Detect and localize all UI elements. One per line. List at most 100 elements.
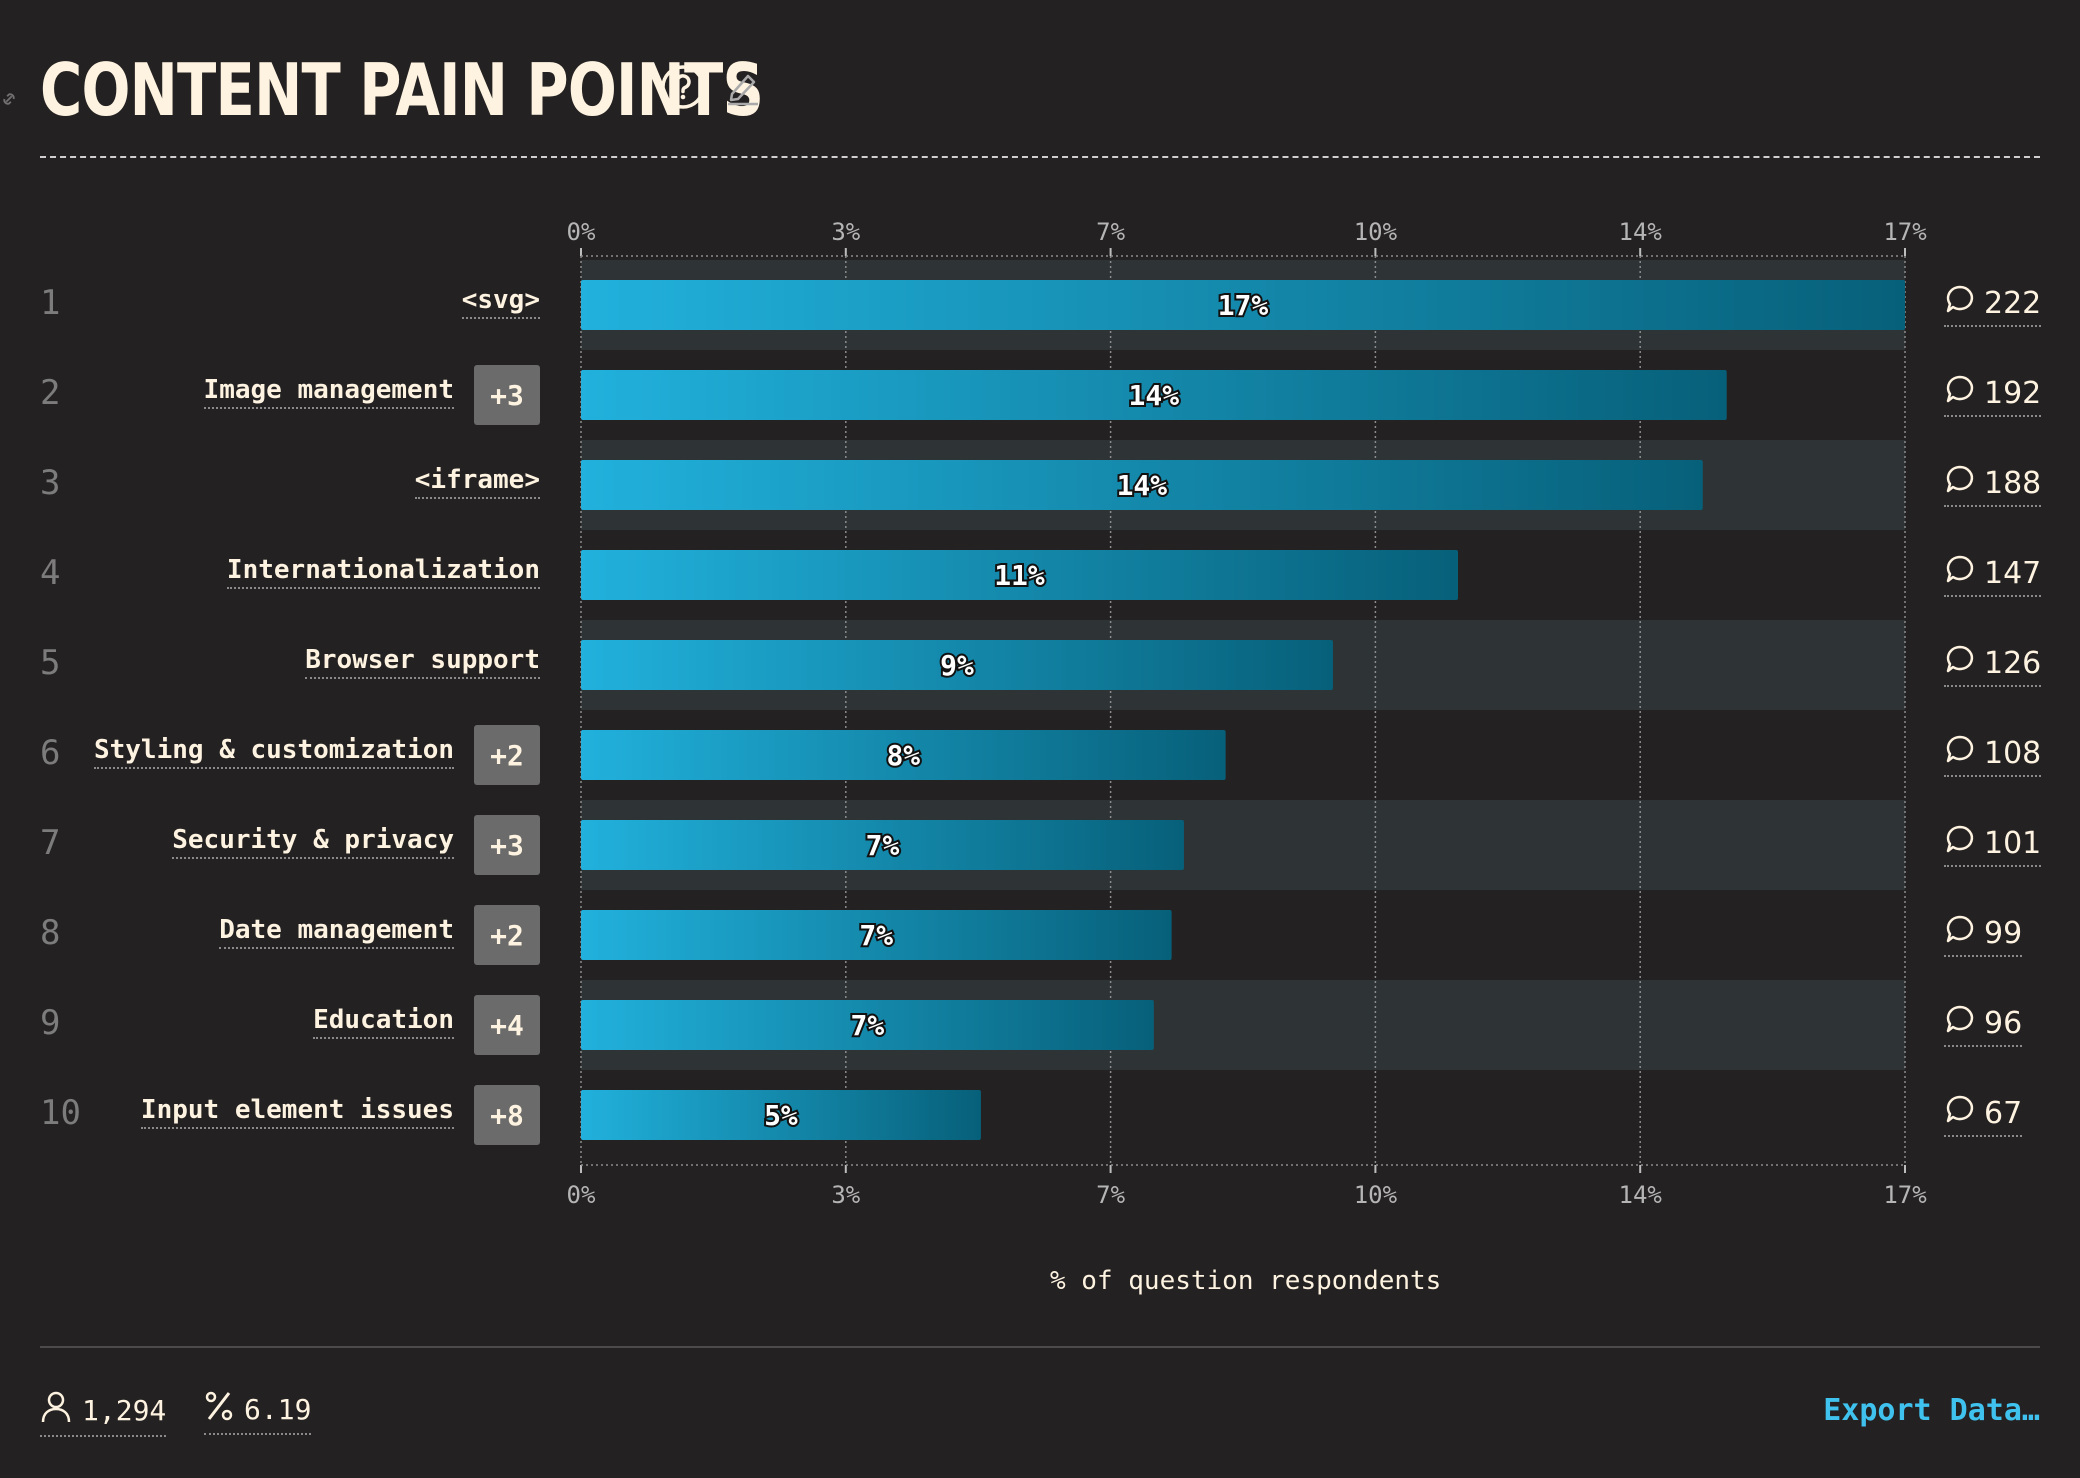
category-label[interactable]: Styling & customization [93, 735, 454, 769]
category-label[interactable]: Internationalization [226, 555, 540, 589]
category-label[interactable]: <svg> [461, 285, 540, 319]
rank-number: 1 [40, 283, 61, 323]
bar [581, 280, 1905, 330]
bar-value-label: 14% [1117, 469, 1168, 502]
rank-number: 6 [40, 733, 61, 773]
response-count-value: 192 [1984, 375, 2042, 411]
response-count[interactable]: 126 [1944, 643, 2042, 687]
response-count-value: 99 [1984, 915, 2023, 951]
response-count[interactable]: 96 [1944, 1003, 2023, 1047]
category-label[interactable]: Input element issues [140, 1095, 454, 1129]
comment-icon [1944, 643, 1976, 683]
bar-value-label: 9% [940, 649, 974, 682]
link-icon[interactable] [0, 88, 20, 114]
x-tick-label-top: 10% [1354, 218, 1398, 246]
respondents-stat[interactable]: 1,294 [40, 1390, 167, 1437]
bar [581, 820, 1184, 870]
rank-number: 5 [40, 643, 61, 683]
x-tick-label-bottom: 17% [1883, 1181, 1927, 1209]
response-count[interactable]: 108 [1944, 733, 2042, 777]
user-icon [40, 1390, 72, 1431]
edit-icon[interactable] [726, 68, 760, 106]
response-count-value: 67 [1984, 1095, 2023, 1131]
response-count[interactable]: 222 [1944, 283, 2042, 327]
category-label[interactable]: Browser support [305, 645, 540, 679]
more-items-badge[interactable]: +3 [474, 815, 540, 875]
comment-icon [1944, 1003, 1976, 1043]
response-count-value: 188 [1984, 465, 2042, 501]
category-label[interactable]: Date management [219, 915, 454, 949]
percent-icon [204, 1390, 234, 1429]
header-actions [660, 64, 760, 110]
bar [581, 460, 1703, 510]
more-items-badge[interactable]: +3 [474, 365, 540, 425]
bar-value-label: 7% [859, 919, 893, 952]
comment-icon [1944, 373, 1976, 413]
x-tick-label-top: 0% [567, 218, 596, 246]
rank-number: 8 [40, 913, 61, 953]
x-tick-label-bottom: 10% [1354, 1181, 1398, 1209]
bar-value-label: 11% [994, 559, 1045, 592]
response-count-value: 101 [1984, 825, 2042, 861]
export-data-button[interactable]: Export Data… [1823, 1393, 2040, 1428]
rank-number: 3 [40, 463, 61, 503]
comment-icon [1944, 463, 1976, 503]
x-tick-label-top: 14% [1619, 218, 1663, 246]
comment-icon [1944, 553, 1976, 593]
comment-icon [1944, 913, 1976, 953]
bar-value-label: 17% [1218, 289, 1269, 322]
more-items-badge[interactable]: +2 [474, 725, 540, 785]
rank-number: 9 [40, 1003, 61, 1043]
more-items-badge[interactable]: +8 [474, 1085, 540, 1145]
response-count[interactable]: 67 [1944, 1093, 2023, 1137]
response-count-value: 108 [1984, 735, 2042, 771]
category-label[interactable]: Education [313, 1005, 454, 1039]
bar-value-label: 7% [866, 829, 900, 862]
footer-divider [40, 1346, 2040, 1348]
more-items-badge[interactable]: +4 [474, 995, 540, 1055]
percent-stat[interactable]: 6.19 [204, 1390, 312, 1435]
x-tick-label-top: 17% [1883, 218, 1927, 246]
bar [581, 550, 1459, 600]
response-count[interactable]: 147 [1944, 553, 2042, 597]
x-axis-title: % of question respondents [1050, 1266, 1442, 1296]
more-items-badge[interactable]: +2 [474, 905, 540, 965]
bar-value-label: 14% [1129, 379, 1180, 412]
comment-icon [1944, 1093, 1976, 1133]
header-divider [40, 156, 2040, 158]
x-tick-label-bottom: 7% [1096, 1181, 1125, 1209]
x-tick-label-bottom: 3% [831, 1181, 860, 1209]
bar-value-label: 8% [886, 739, 920, 772]
percent-value: 6.19 [244, 1393, 312, 1426]
response-count[interactable]: 188 [1944, 463, 2042, 507]
x-tick-label-bottom: 14% [1619, 1181, 1663, 1209]
comment-icon [1944, 733, 1976, 773]
respondents-count: 1,294 [82, 1394, 167, 1427]
response-count[interactable]: 192 [1944, 373, 2042, 417]
bar [581, 640, 1333, 690]
x-tick-label-top: 3% [831, 218, 860, 246]
response-count[interactable]: 99 [1944, 913, 2023, 957]
bar [581, 910, 1172, 960]
bar-chart: 17% 14% 14% 11% 9% 8% 7% 7% 7% 5% 0% 0% 3% 3% 7% 7% 10%… [567, 218, 1928, 1209]
response-count-value: 147 [1984, 555, 2042, 591]
bar [581, 730, 1226, 780]
rank-number: 10 [40, 1093, 81, 1133]
x-tick-label-bottom: 0% [567, 1181, 596, 1209]
response-count-value: 96 [1984, 1005, 2023, 1041]
response-count[interactable]: 101 [1944, 823, 2042, 867]
category-label[interactable]: Image management [203, 375, 454, 409]
rank-number: 4 [40, 553, 61, 593]
response-count-value: 222 [1984, 285, 2042, 321]
comment-icon [1944, 283, 1976, 323]
rank-number: 2 [40, 373, 61, 413]
comment-icon [1944, 823, 1976, 863]
category-label[interactable]: Security & privacy [172, 825, 454, 859]
response-count-value: 126 [1984, 645, 2042, 681]
bar [581, 1000, 1154, 1050]
category-label[interactable]: <iframe> [414, 465, 540, 499]
bar [581, 370, 1727, 420]
help-icon[interactable] [660, 64, 706, 110]
x-tick-label-top: 7% [1096, 218, 1125, 246]
chart-header: CONTENT PAIN POINTS [3, 40, 944, 140]
